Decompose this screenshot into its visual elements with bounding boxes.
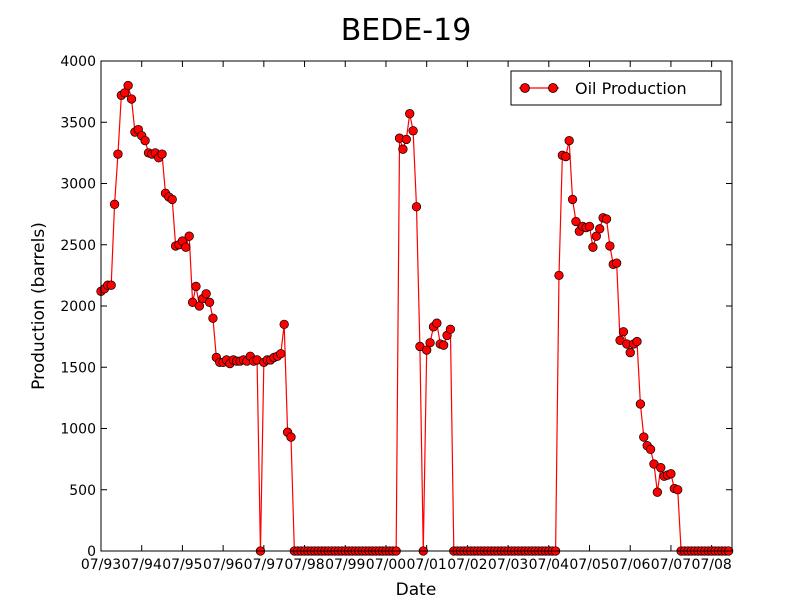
data-point bbox=[445, 324, 456, 334]
data-point bbox=[595, 224, 605, 234]
x-tick-label: 07/07 bbox=[651, 557, 691, 573]
plot-frame bbox=[100, 60, 733, 552]
x-axis-label: Date bbox=[396, 580, 437, 600]
data-point bbox=[673, 485, 683, 495]
y-tick-label: 1000 bbox=[60, 422, 96, 438]
data-point bbox=[201, 289, 211, 299]
data-point bbox=[113, 149, 123, 159]
y-axis-label: Production (barrels) bbox=[29, 222, 49, 390]
y-tick-label: 0 bbox=[87, 544, 96, 560]
y-axis-ticks: 0 500 1000 1500 2000 2500 3000 3500 4000 bbox=[60, 54, 732, 560]
y-tick-label: 3000 bbox=[60, 177, 96, 193]
data-point bbox=[639, 432, 649, 442]
x-tick-label: 07/01 bbox=[406, 557, 446, 573]
x-tick-label: 07/06 bbox=[610, 557, 650, 573]
data-point bbox=[588, 242, 598, 252]
data-point bbox=[618, 327, 629, 337]
data-point bbox=[401, 134, 411, 145]
x-tick-label: 07/94 bbox=[122, 557, 162, 573]
x-tick-label: 07/04 bbox=[529, 557, 569, 573]
data-point bbox=[167, 194, 177, 205]
data-point bbox=[208, 313, 218, 323]
data-point bbox=[567, 194, 578, 205]
data-point bbox=[286, 432, 296, 442]
x-tick-label: 07/96 bbox=[203, 557, 243, 573]
data-point bbox=[666, 469, 676, 479]
data-point bbox=[106, 280, 116, 290]
data-point bbox=[109, 199, 120, 209]
legend: Oil Production bbox=[510, 70, 722, 106]
data-point bbox=[276, 349, 286, 359]
data-point bbox=[279, 319, 289, 330]
x-tick-label: 07/99 bbox=[325, 557, 365, 573]
chart-title: BEDE-19 bbox=[341, 13, 472, 48]
data-point bbox=[184, 231, 194, 241]
x-tick-label: 07/08 bbox=[691, 557, 731, 573]
data-point bbox=[605, 241, 615, 251]
data-point bbox=[408, 126, 418, 136]
data-point bbox=[652, 487, 663, 497]
x-tick-label: 07/00 bbox=[366, 557, 406, 573]
data-point bbox=[625, 347, 635, 358]
y-tick-label: 4000 bbox=[60, 54, 96, 70]
x-tick-label: 07/97 bbox=[244, 557, 284, 573]
x-tick-label: 07/03 bbox=[488, 557, 528, 573]
data-point bbox=[612, 258, 622, 268]
data-point bbox=[204, 297, 215, 307]
data-point bbox=[425, 338, 435, 348]
data-point bbox=[411, 202, 422, 212]
legend-marker bbox=[520, 83, 530, 93]
y-tick-label: 3500 bbox=[60, 115, 96, 131]
plot-area bbox=[101, 61, 732, 551]
data-point bbox=[140, 135, 150, 146]
legend-label: Oil Production bbox=[575, 79, 687, 98]
data-point bbox=[571, 216, 581, 227]
x-tick-label: 07/93 bbox=[81, 557, 121, 573]
data-point bbox=[405, 109, 415, 119]
x-tick-label: 07/05 bbox=[569, 557, 609, 573]
data-point bbox=[126, 94, 137, 104]
legend-marker bbox=[548, 83, 558, 93]
data-point bbox=[123, 80, 133, 91]
data-point bbox=[632, 336, 642, 347]
x-axis-ticks: 07/93 07/94 07/95 07/96 07/97 07/98 07/99 07/00… bbox=[81, 61, 732, 573]
data-point bbox=[181, 242, 191, 252]
data-point bbox=[438, 340, 449, 350]
data-point bbox=[584, 221, 595, 232]
data-point bbox=[432, 318, 442, 328]
x-tick-label: 07/95 bbox=[162, 557, 202, 573]
data-point bbox=[554, 270, 564, 281]
x-tick-label: 07/02 bbox=[447, 557, 487, 573]
data-point bbox=[601, 214, 612, 224]
y-tick-label: 2000 bbox=[60, 299, 96, 315]
y-tick-label: 2500 bbox=[60, 238, 96, 254]
data-point bbox=[561, 151, 571, 162]
data-point bbox=[398, 144, 408, 154]
data-point bbox=[191, 281, 201, 292]
data-point bbox=[157, 149, 167, 159]
y-tick-label: 500 bbox=[69, 483, 96, 499]
y-tick-label: 1500 bbox=[60, 360, 96, 376]
x-tick-label: 07/98 bbox=[284, 557, 324, 573]
data-point bbox=[645, 444, 656, 454]
data-point bbox=[635, 399, 646, 409]
data-point bbox=[564, 135, 574, 146]
data-point bbox=[656, 463, 666, 473]
